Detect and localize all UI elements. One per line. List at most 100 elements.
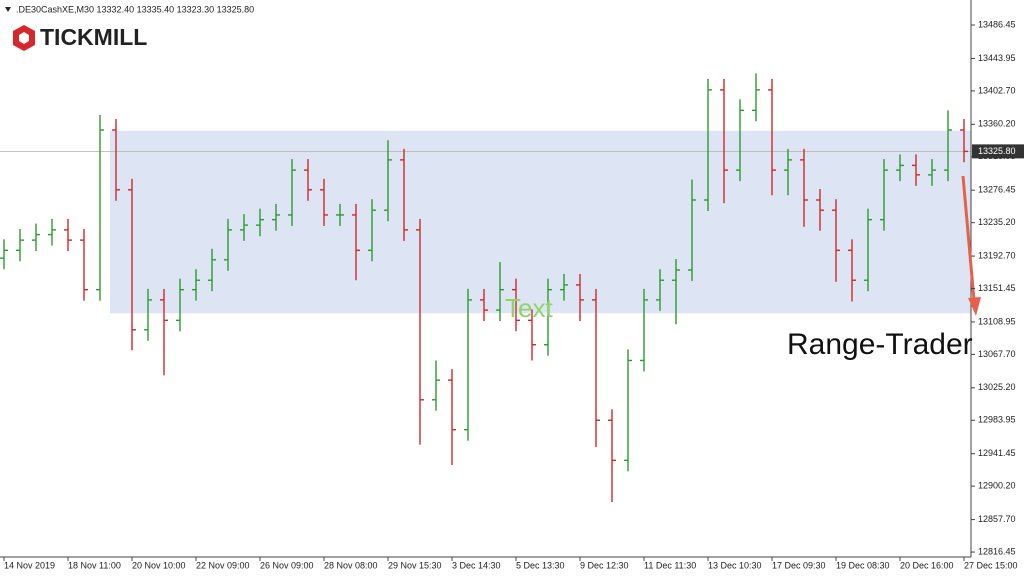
bar bbox=[144, 288, 152, 341]
bar bbox=[560, 273, 568, 301]
bar bbox=[832, 199, 840, 282]
menu-arrow[interactable] bbox=[5, 7, 11, 12]
bar bbox=[240, 214, 248, 241]
bar bbox=[512, 278, 520, 332]
bar bbox=[320, 178, 328, 226]
bar bbox=[464, 288, 472, 441]
bar bbox=[656, 269, 664, 311]
plot bbox=[0, 73, 971, 503]
bar bbox=[736, 99, 744, 182]
price-label: 13325.80 bbox=[978, 146, 1016, 156]
y-tick-label: 12857.70 bbox=[978, 514, 1016, 524]
bar bbox=[592, 288, 600, 447]
bar bbox=[672, 258, 680, 325]
bar bbox=[848, 239, 856, 302]
bar bbox=[448, 369, 456, 466]
bar bbox=[704, 78, 712, 212]
logo: TICKMILL bbox=[13, 24, 147, 51]
x-tick-label: 27 Dec 15:00 bbox=[964, 560, 1018, 570]
bar bbox=[816, 188, 824, 231]
bar bbox=[880, 159, 888, 231]
y-tick-label: 13067.70 bbox=[978, 349, 1016, 359]
bar bbox=[336, 203, 344, 226]
bar bbox=[416, 218, 424, 445]
header: .DE30CashXE,M30 13332.40 13335.40 13323.… bbox=[16, 4, 254, 14]
bar bbox=[640, 288, 648, 372]
bar bbox=[48, 218, 56, 246]
arrow-head bbox=[968, 297, 981, 316]
bar bbox=[32, 223, 40, 252]
bar bbox=[624, 349, 632, 472]
bar bbox=[576, 273, 584, 322]
x-tick-label: 9 Dec 12:30 bbox=[580, 560, 629, 570]
bar bbox=[160, 288, 168, 376]
bar bbox=[496, 262, 504, 322]
x-tick-label: 18 Nov 11:00 bbox=[68, 560, 121, 570]
x-tick-label: 13 Dec 10:30 bbox=[708, 560, 762, 570]
bar bbox=[544, 278, 552, 356]
x-tick-label: 29 Nov 15:30 bbox=[388, 560, 442, 570]
bar bbox=[176, 278, 184, 332]
y-tick-label: 13108.95 bbox=[978, 316, 1016, 326]
annotation-text: Text bbox=[505, 293, 553, 323]
y-tick-label: 13235.20 bbox=[978, 217, 1016, 227]
bar bbox=[304, 159, 312, 201]
x-tick-label: 3 Dec 14:30 bbox=[452, 560, 501, 570]
bar bbox=[896, 154, 904, 182]
bar bbox=[912, 154, 920, 186]
bar bbox=[0, 239, 8, 270]
x-tick-label: 20 Nov 10:00 bbox=[132, 560, 186, 570]
bar bbox=[368, 199, 376, 262]
bar bbox=[768, 78, 776, 196]
bar bbox=[288, 159, 296, 226]
logo-icon-inner bbox=[19, 32, 29, 44]
y-tick-label: 13486.45 bbox=[978, 19, 1016, 29]
bar bbox=[800, 148, 808, 227]
arrow bbox=[961, 175, 981, 316]
x-tick-label: 17 Dec 09:30 bbox=[772, 560, 826, 570]
x-tick-label: 28 Nov 08:00 bbox=[324, 560, 378, 570]
y-tick-label: 12816.45 bbox=[978, 546, 1016, 556]
bar bbox=[944, 110, 952, 182]
y-tick-label: 12900.20 bbox=[978, 481, 1016, 491]
bar bbox=[256, 208, 264, 237]
y-tick-label: 13402.70 bbox=[978, 85, 1016, 95]
bar bbox=[80, 229, 88, 301]
bar bbox=[16, 229, 24, 262]
bar bbox=[784, 148, 792, 196]
x-tick-label: 11 Dec 11:30 bbox=[644, 560, 696, 570]
bar bbox=[864, 208, 872, 292]
bar bbox=[400, 148, 408, 241]
bar bbox=[208, 248, 216, 292]
bar bbox=[928, 159, 936, 186]
bar bbox=[528, 309, 536, 361]
bar bbox=[960, 118, 968, 163]
y-tick-label: 12941.45 bbox=[978, 448, 1016, 458]
bar bbox=[688, 179, 696, 282]
brand: TICKMILL bbox=[40, 24, 147, 50]
x-tick-label: 5 Dec 13:30 bbox=[516, 560, 565, 570]
y-tick-label: 13360.20 bbox=[978, 119, 1016, 129]
x-tick-label: 19 Dec 08:30 bbox=[836, 560, 890, 570]
y-tick-label: 13192.70 bbox=[978, 250, 1016, 260]
bar bbox=[224, 218, 232, 271]
bar bbox=[272, 203, 280, 231]
range-box bbox=[110, 130, 971, 314]
bar bbox=[384, 140, 392, 222]
y-tick-label: 13443.95 bbox=[978, 53, 1016, 63]
bar bbox=[608, 409, 616, 503]
y-tick-label: 13151.45 bbox=[978, 283, 1016, 293]
bar bbox=[480, 288, 488, 322]
bar bbox=[352, 203, 360, 281]
y-tick-label: 12983.95 bbox=[978, 415, 1016, 425]
x-tick-label: 14 Nov 2019 bbox=[4, 560, 55, 570]
arrow-line bbox=[961, 175, 976, 301]
bar bbox=[96, 115, 104, 301]
bar bbox=[64, 218, 72, 252]
bar bbox=[432, 360, 440, 411]
bar bbox=[192, 269, 200, 301]
annotation-range-trader: Range-Trader bbox=[787, 328, 973, 361]
y-tick-label: 13276.45 bbox=[978, 185, 1016, 195]
